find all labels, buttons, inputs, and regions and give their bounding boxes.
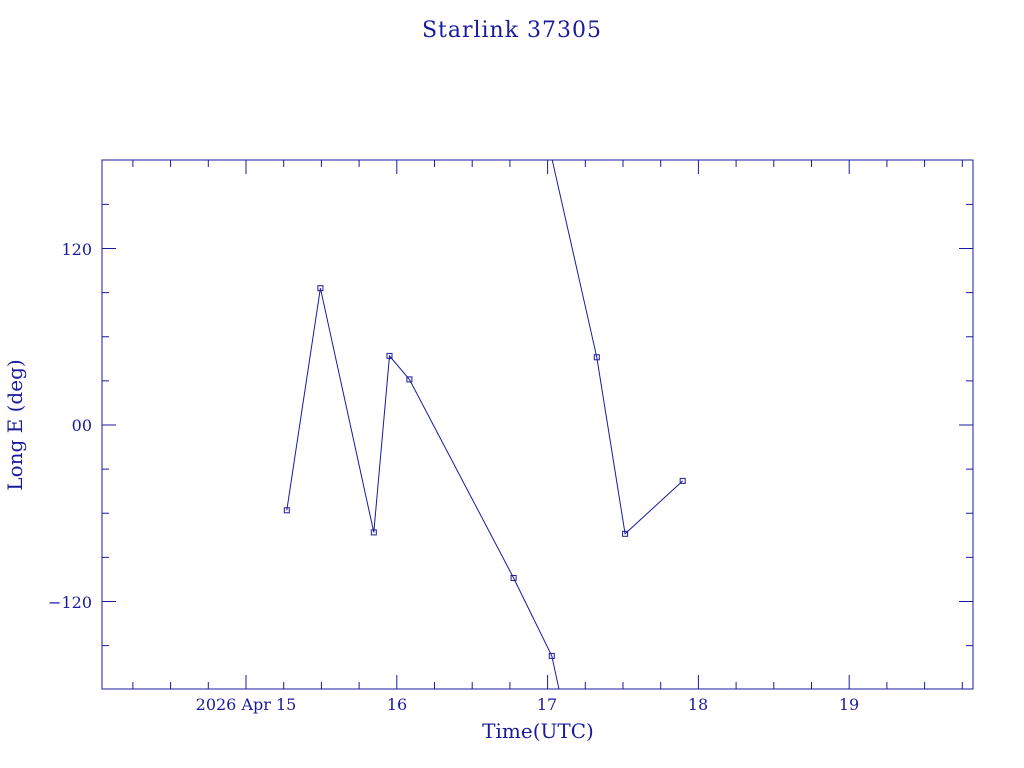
x-tick-label: 18 <box>688 695 708 714</box>
y-tick-label: 00 <box>72 416 92 435</box>
data-point <box>317 285 324 292</box>
x-tick-labels: 2026 Apr 15 16 17 18 19 <box>196 695 860 714</box>
data-point <box>406 376 413 383</box>
axis-ticks <box>102 160 973 689</box>
x-tick-label: 17 <box>537 695 557 714</box>
y-tick-label: 120 <box>61 240 92 259</box>
series-longitude <box>283 160 686 689</box>
x-tick-label: 16 <box>387 695 407 714</box>
data-point <box>386 352 393 359</box>
data-point <box>548 652 555 659</box>
chart-title: Starlink 37305 <box>422 18 602 43</box>
x-tick-label: 2026 Apr 15 <box>196 695 297 714</box>
y-axis-label: Long E (deg) <box>3 359 27 490</box>
x-tick-label: 19 <box>839 695 859 714</box>
data-point <box>679 477 686 484</box>
data-point <box>370 529 377 536</box>
plot-frame <box>101 159 974 690</box>
data-point <box>283 507 290 514</box>
y-tick-label: −120 <box>48 593 92 612</box>
series-line <box>551 160 684 535</box>
data-point <box>622 530 629 537</box>
data-point <box>510 575 517 581</box>
data-point <box>593 354 600 361</box>
y-tick-labels: −120 00 120 <box>48 240 92 612</box>
x-axis-label: Time(UTC) <box>482 719 594 743</box>
series-line <box>286 288 560 689</box>
